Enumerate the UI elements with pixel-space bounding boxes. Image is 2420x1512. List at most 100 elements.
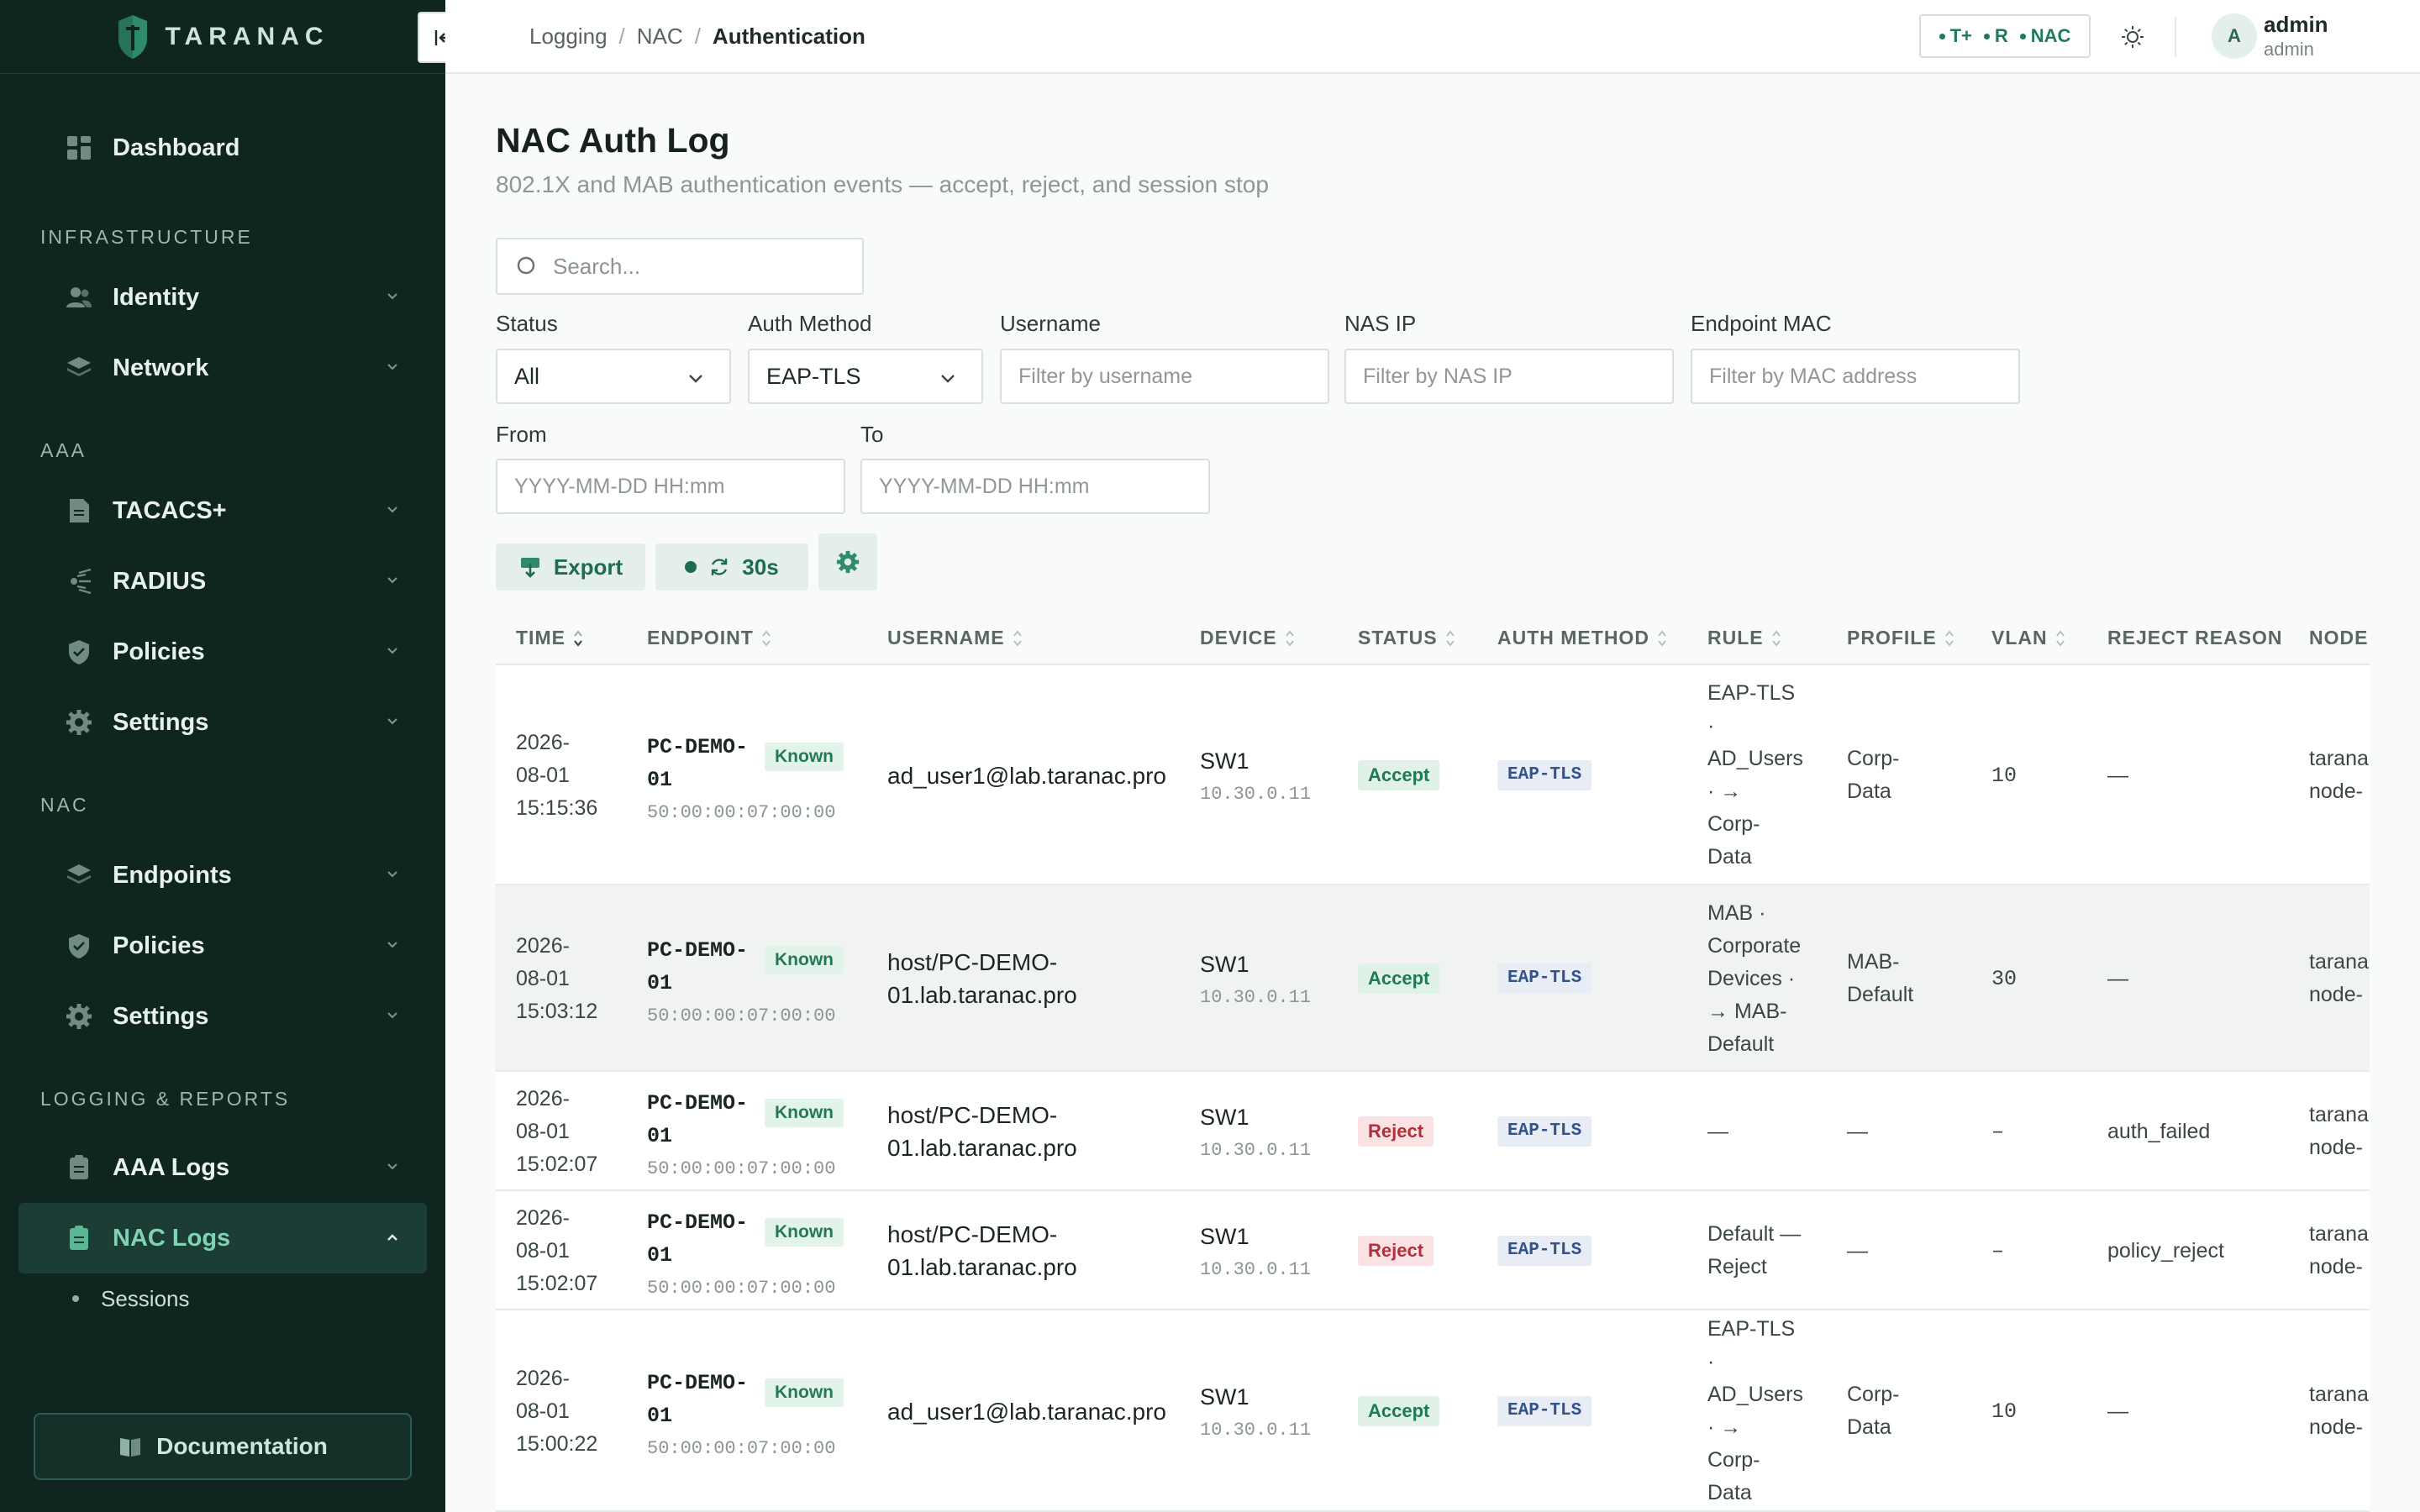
cell-endpoint[interactable]: PC-DEMO- 01 Known 50:00:00:07:00:00 — [647, 1206, 857, 1305]
sidebar-item-label: Settings — [113, 708, 209, 736]
table-row[interactable]: 2026- 08-01 15:03:12 PC-DEMO- 01 Known 50:00:0… — [496, 885, 2370, 1072]
cell-vlan: 10 — [1991, 1399, 2018, 1424]
auth-method-select[interactable]: EAP-TLS — [748, 349, 983, 404]
layers-icon — [66, 354, 92, 381]
search-box[interactable] — [496, 238, 864, 295]
column-header-username[interactable]: USERNAME — [887, 627, 1023, 649]
nas-ip-filter-input[interactable] — [1344, 349, 1674, 404]
node-line: node- — [2309, 1255, 2363, 1278]
column-header-endpoint[interactable]: ENDPOINT — [647, 627, 772, 649]
cell-endpoint[interactable]: PC-DEMO- 01 Known 50:00:00:07:00:00 — [647, 1087, 857, 1185]
table-row[interactable]: 2026- 08-01 15:02:07 PC-DEMO- 01 Known 50:00:0… — [496, 1072, 2370, 1191]
endpoint-mac: 50:00:00:07:00:00 — [647, 1005, 836, 1026]
sidebar-item-nac-settings[interactable]: Settings — [18, 981, 427, 1052]
table-row[interactable]: 2026- 08-01 15:02:07 PC-DEMO- 01 Known 50:00:0… — [496, 1191, 2370, 1310]
breadcrumb-separator: / — [694, 24, 701, 49]
shield-logo-icon — [118, 14, 148, 59]
sidebar-item-aaa-logs[interactable]: AAA Logs — [18, 1132, 427, 1203]
cell-node: tarana node- — [2309, 1099, 2369, 1164]
auto-refresh-button[interactable]: 30s — [655, 543, 808, 591]
auth-method-badge: EAP-TLS — [1497, 760, 1592, 790]
user-role: admin — [2264, 39, 2314, 60]
sidebar-item-aaa-settings[interactable]: Settings — [18, 687, 427, 758]
sidebar-item-label: Network — [113, 354, 209, 381]
cell-time: 2026- 08-01 15:03:12 — [516, 930, 597, 1028]
avatar[interactable]: A — [2212, 13, 2257, 59]
cell-endpoint[interactable]: PC-DEMO- 01 Known 50:00:00:07:00:00 — [647, 934, 857, 1032]
sidebar-item-network[interactable]: Network — [18, 333, 427, 403]
cell-time: 2026- 08-01 15:02:07 — [516, 1083, 597, 1181]
cell-rule: Default — Reject — [1707, 1218, 1801, 1284]
device-name: SW1 — [1200, 1105, 1249, 1130]
sidebar-item-radius[interactable]: RADIUS — [18, 546, 427, 617]
nas-ip-filter-label: NAS IP — [1344, 311, 1417, 336]
column-header-status[interactable]: STATUS — [1358, 627, 1456, 649]
column-header-profile[interactable]: PROFILE — [1847, 627, 1955, 649]
table-row[interactable]: 2026- 08-01 15:15:36 PC-DEMO- 01 Known 50:00:0… — [496, 665, 2370, 885]
chevron-down-icon — [387, 1012, 397, 1019]
cell-username[interactable]: ad_user1@lab.taranac.pro — [887, 1395, 1166, 1428]
breadcrumb-nac[interactable]: NAC — [636, 24, 683, 49]
export-button[interactable]: Export — [496, 543, 645, 591]
column-header-device[interactable]: DEVICE — [1200, 627, 1296, 649]
table-row[interactable]: 2026- 08-01 15:00:22 PC-DEMO- 01 Known 50:00:0… — [496, 1310, 2370, 1512]
sidebar-item-aaa-policies[interactable]: Policies — [18, 617, 427, 687]
status-radius: R — [1983, 25, 2008, 47]
known-badge: Known — [765, 1099, 844, 1127]
to-date-input[interactable] — [860, 459, 1210, 514]
cell-username[interactable]: host/PC-DEMO- 01.lab.taranac.pro — [887, 1218, 1077, 1284]
rule-line: · → — [1707, 1415, 1742, 1439]
column-header-auth-method[interactable]: AUTH METHOD — [1497, 627, 1668, 649]
column-header-time[interactable]: TIME — [516, 627, 584, 649]
cell-endpoint[interactable]: PC-DEMO- 01 Known 50:00:00:07:00:00 — [647, 731, 857, 829]
cell-profile: Corp- Data — [1847, 743, 1900, 808]
status-badge: Reject — [1358, 1116, 1434, 1147]
mac-filter-label: Endpoint MAC — [1691, 311, 1832, 336]
user-name[interactable]: admin — [2264, 12, 2328, 37]
from-date-input[interactable] — [496, 459, 845, 514]
breadcrumb-logging[interactable]: Logging — [529, 24, 608, 49]
cell-username[interactable]: ad_user1@lab.taranac.pro — [887, 759, 1166, 792]
node-line: node- — [2309, 983, 2363, 1006]
service-status-indicator[interactable]: T+ R NAC — [1919, 14, 2091, 58]
sidebar-subitem-sessions[interactable]: Sessions — [0, 1273, 445, 1324]
mac-filter-input[interactable] — [1691, 349, 2020, 404]
search-input[interactable] — [553, 253, 839, 280]
status-badge: Reject — [1358, 1236, 1434, 1266]
sidebar-item-nac-logs[interactable]: NAC Logs — [18, 1203, 427, 1273]
documentation-button[interactable]: Documentation — [34, 1413, 412, 1480]
status-select[interactable]: All — [496, 349, 731, 404]
sidebar-item-identity[interactable]: Identity — [18, 262, 427, 333]
sidebar-item-endpoints[interactable]: Endpoints — [18, 840, 427, 911]
username-filter-input[interactable] — [1000, 349, 1329, 404]
sidebar-item-label: Policies — [113, 932, 205, 959]
device-ip: 10.30.0.11 — [1200, 1420, 1312, 1441]
profile-line: — — [1847, 1120, 1868, 1143]
column-header-vlan[interactable]: VLAN — [1991, 627, 2066, 649]
topbar: Logging / NAC / Authentication T+ R NAC … — [445, 0, 2420, 74]
cell-username[interactable]: host/PC-DEMO- 01.lab.taranac.pro — [887, 946, 1077, 1011]
status-label: T+ — [1949, 25, 1972, 46]
time-line: 15:15:36 — [516, 796, 598, 820]
cell-username[interactable]: host/PC-DEMO- 01.lab.taranac.pro — [887, 1099, 1077, 1164]
theme-toggle-button[interactable] — [2116, 20, 2149, 54]
auth-log-table: TIME ENDPOINT USERNAME DEVICE STATUS AUT… — [496, 612, 2370, 1512]
sidebar-item-nac-policies[interactable]: Policies — [18, 911, 427, 981]
time-line: 2026- — [516, 1206, 570, 1230]
device-ip: 10.30.0.11 — [1200, 784, 1312, 805]
breadcrumb: Logging / NAC / Authentication — [529, 24, 865, 50]
cell-endpoint[interactable]: PC-DEMO- 01 Known 50:00:00:07:00:00 — [647, 1367, 857, 1465]
status-filter-label: Status — [496, 311, 558, 336]
live-dot-icon — [685, 561, 697, 573]
sidebar-item-tacacs[interactable]: TACACS+ — [18, 475, 427, 546]
status-dot-icon — [2019, 33, 2026, 39]
column-header-rule[interactable]: RULE — [1707, 627, 1782, 649]
cell-node: tarana node- — [2309, 946, 2369, 1011]
sort-icon — [1445, 630, 1455, 646]
table-settings-button[interactable] — [818, 533, 877, 591]
book-icon — [120, 1438, 141, 1457]
section-infrastructure: INFRASTRUCTURE — [40, 225, 253, 248]
brand[interactable]: TARANAC — [0, 0, 445, 74]
sidebar-item-dashboard[interactable]: Dashboard — [18, 113, 427, 183]
brand-name: TARANAC — [165, 22, 329, 50]
